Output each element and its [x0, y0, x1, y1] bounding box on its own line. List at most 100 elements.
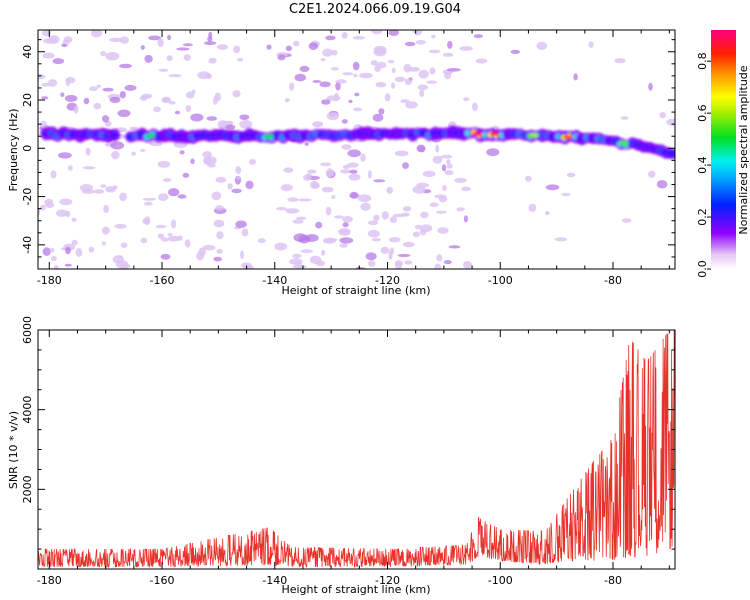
noise-speckle	[338, 228, 351, 236]
noise-speckle	[285, 208, 300, 214]
noise-speckle	[235, 220, 247, 228]
noise-speckle	[420, 211, 429, 219]
noise-speckle	[426, 80, 438, 84]
noise-speckle	[38, 73, 46, 80]
noise-speckle	[434, 194, 447, 199]
noise-speckle	[391, 82, 395, 89]
noise-speckle	[185, 105, 192, 113]
noise-speckle	[216, 248, 223, 254]
spectrogram-signal-band	[40, 125, 675, 160]
noise-speckle	[443, 260, 452, 265]
noise-speckle	[56, 209, 68, 217]
noise-speckle	[50, 256, 57, 261]
noise-speckle	[129, 126, 139, 131]
noise-speckle	[656, 180, 668, 189]
noise-speckle	[447, 40, 453, 49]
noise-speckle	[183, 54, 191, 61]
noise-speckle	[339, 237, 354, 244]
noise-speckle	[461, 186, 472, 191]
noise-speckle	[58, 152, 72, 159]
noise-speckle	[292, 219, 304, 224]
spectrogram-panel: -180 -160 -140 -120 -100 -80 -40 -20 0 20 40 Heig…	[7, 29, 676, 297]
x-tick-label: -140	[262, 274, 287, 287]
spectrogram-y-axis: -40 -20 0 20 40	[21, 39, 675, 270]
noise-speckle	[190, 113, 204, 122]
noise-speckle	[61, 43, 67, 47]
colorbar-ticks: 0.0 0.2 0.4 0.6 0.8	[696, 52, 711, 278]
noise-speckle	[368, 260, 376, 267]
noise-speckle	[102, 87, 114, 92]
noise-speckle	[355, 266, 362, 269]
noise-speckle	[182, 172, 190, 178]
signal-peak	[145, 134, 156, 138]
noise-speckle	[620, 116, 629, 120]
noise-speckle	[170, 219, 177, 229]
noise-speckle	[299, 65, 310, 72]
noise-speckle	[621, 218, 632, 223]
noise-speckle	[162, 96, 171, 104]
noise-speckle	[59, 198, 73, 206]
noise-speckle	[394, 76, 406, 83]
noise-speckle	[103, 204, 109, 213]
noise-speckle	[353, 73, 358, 78]
noise-speckle	[435, 144, 440, 153]
noise-speckle	[309, 255, 322, 264]
noise-speckle	[298, 198, 312, 202]
y-tick-label: 20	[21, 93, 34, 107]
noise-speckle	[435, 210, 447, 214]
noise-speckle	[168, 188, 180, 197]
colorbar-label: Normalized spectral amplitude	[737, 65, 750, 234]
noise-speckle	[319, 81, 331, 88]
colorbar-tick-label: 0.6	[696, 104, 709, 122]
noise-speckle	[186, 91, 195, 99]
noise-speckle	[416, 144, 426, 153]
noise-speckle	[274, 242, 288, 251]
noise-speckle	[208, 31, 213, 39]
noise-speckle	[93, 189, 105, 194]
x-tick-label: -100	[488, 574, 513, 587]
noise-speckle	[354, 92, 360, 97]
noise-speckle	[93, 102, 102, 110]
signal-peak	[562, 135, 573, 140]
noise-speckle	[588, 41, 594, 48]
snr-x-axis: -180 -160 -140 -120 -100 -80	[37, 330, 670, 587]
y-tick-label: -40	[21, 236, 34, 254]
noise-speckle	[41, 82, 51, 87]
noise-speckle	[384, 93, 391, 102]
noise-speckle	[190, 158, 195, 165]
noise-speckle	[215, 176, 227, 183]
noise-speckle	[119, 36, 129, 44]
noise-speckle	[322, 48, 334, 57]
noise-speckle	[304, 142, 309, 146]
y-tick-label: 40	[21, 45, 34, 59]
noise-speckle	[142, 197, 157, 201]
noise-speckle	[386, 186, 394, 194]
noise-speckle	[367, 170, 372, 179]
noise-speckle	[352, 36, 366, 40]
noise-speckle	[109, 37, 123, 43]
noise-speckle	[101, 115, 110, 123]
noise-speckle	[648, 82, 653, 91]
noise-speckle	[414, 224, 422, 230]
noise-speckle	[60, 92, 65, 97]
noise-speckle	[434, 263, 442, 269]
noise-speckle	[545, 184, 560, 191]
noise-speckle	[378, 108, 385, 115]
noise-speckle	[389, 216, 398, 223]
noise-speckle	[289, 258, 303, 265]
noise-speckle	[373, 179, 386, 183]
snr-panel: -180 -160 -140 -120 -100 -80 2000 4000 6000 Hei…	[7, 316, 676, 596]
noise-speckle	[321, 249, 326, 256]
noise-speckle	[375, 82, 387, 88]
noise-speckle	[463, 261, 472, 269]
noise-speckle	[202, 244, 216, 251]
noise-speckle	[360, 153, 366, 162]
noise-speckle	[144, 54, 153, 63]
noise-speckle	[422, 170, 436, 178]
noise-speckle	[448, 245, 461, 249]
noise-speckle	[239, 119, 253, 129]
x-tick-label: -180	[37, 574, 62, 587]
noise-speckle	[321, 99, 331, 105]
noise-speckle	[100, 50, 107, 57]
noise-speckle	[110, 141, 125, 150]
